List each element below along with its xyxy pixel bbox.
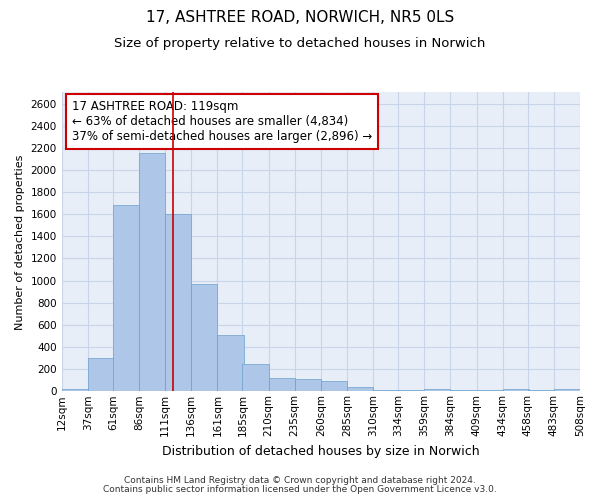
Text: Size of property relative to detached houses in Norwich: Size of property relative to detached ho… [115, 38, 485, 51]
Bar [88, 358, 114, 392]
Bar [113, 206, 139, 392]
Bar [424, 389, 451, 392]
Text: Contains HM Land Registry data © Crown copyright and database right 2024.: Contains HM Land Registry data © Crown c… [124, 476, 476, 485]
Text: Contains public sector information licensed under the Open Government Licence v3: Contains public sector information licen… [103, 485, 497, 494]
Bar [347, 387, 373, 392]
Bar [269, 378, 295, 392]
Bar [451, 390, 476, 392]
Bar [191, 284, 217, 392]
Bar [503, 389, 529, 392]
Bar [373, 390, 399, 392]
Y-axis label: Number of detached properties: Number of detached properties [15, 154, 25, 330]
Text: 17, ASHTREE ROAD, NORWICH, NR5 0LS: 17, ASHTREE ROAD, NORWICH, NR5 0LS [146, 10, 454, 25]
Text: 17 ASHTREE ROAD: 119sqm
← 63% of detached houses are smaller (4,834)
37% of semi: 17 ASHTREE ROAD: 119sqm ← 63% of detache… [72, 100, 372, 143]
Bar [554, 389, 580, 392]
Bar [398, 390, 424, 392]
Bar [139, 154, 165, 392]
Bar [62, 389, 88, 392]
Bar [165, 214, 191, 392]
Bar [295, 379, 321, 392]
Bar [476, 390, 503, 392]
Bar [217, 335, 244, 392]
Bar [242, 364, 269, 392]
X-axis label: Distribution of detached houses by size in Norwich: Distribution of detached houses by size … [162, 444, 479, 458]
Bar [321, 381, 347, 392]
Bar [528, 390, 554, 392]
